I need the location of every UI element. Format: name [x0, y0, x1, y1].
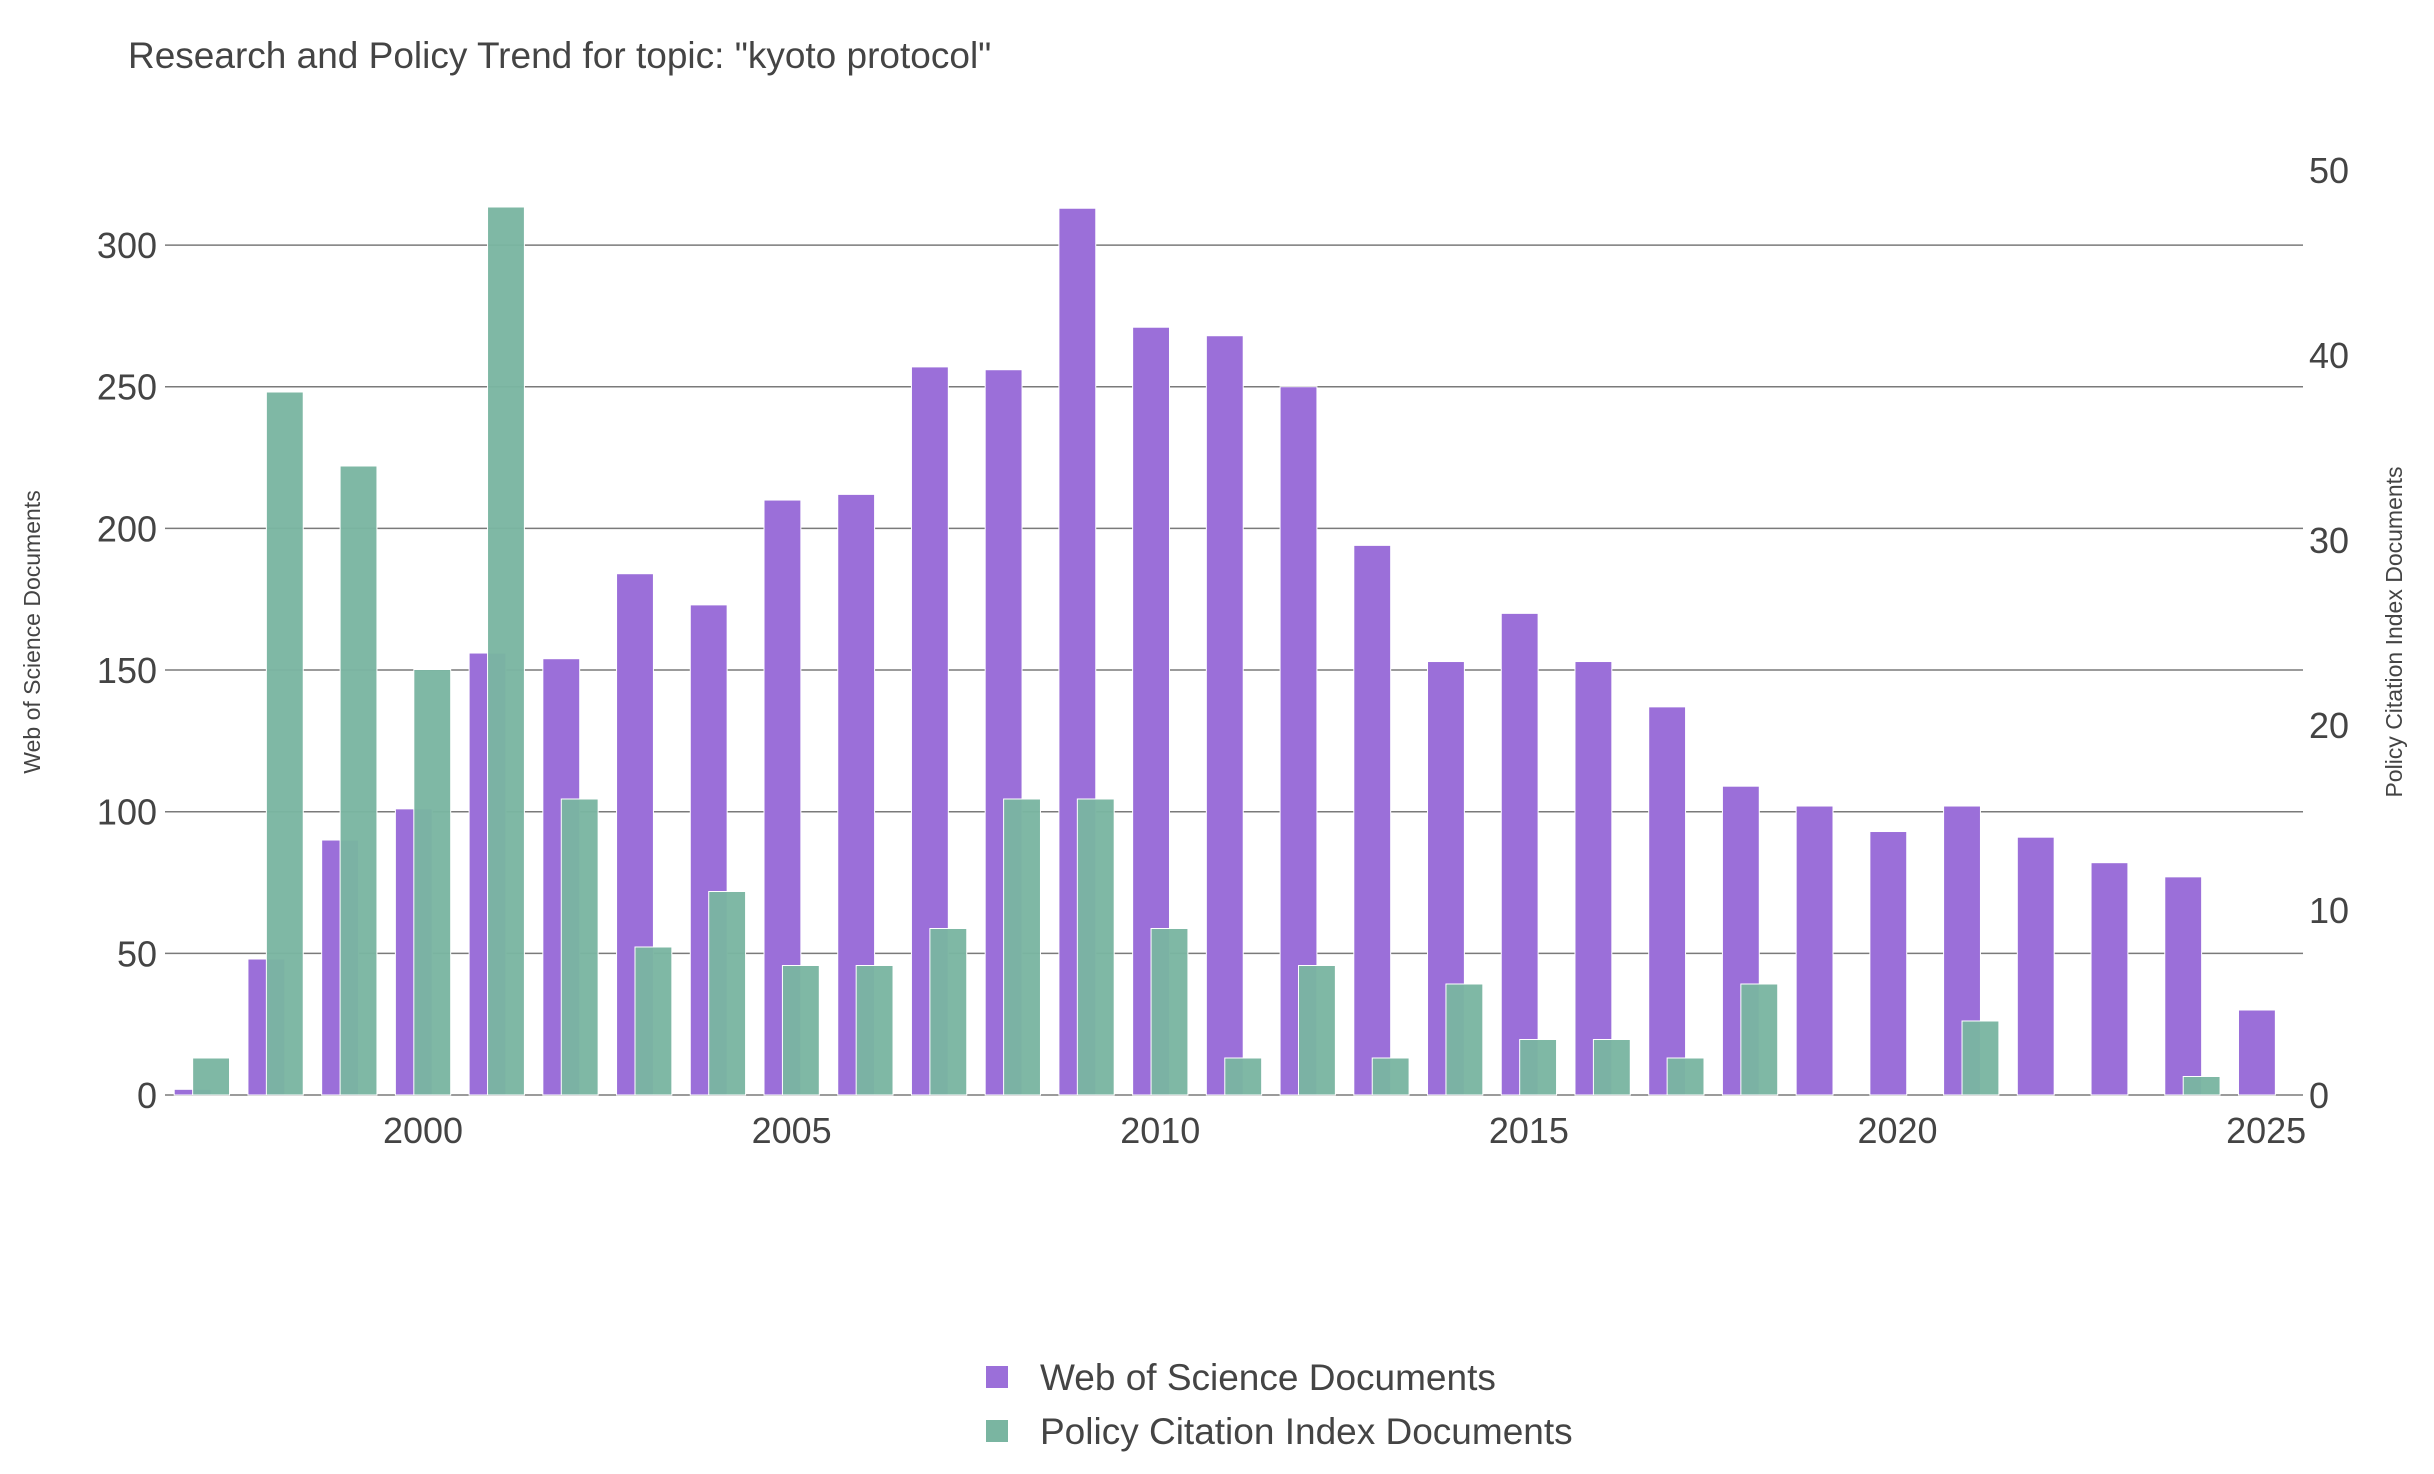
- bar-policy-citation-2007: [929, 928, 968, 1096]
- right-y-tick-label: 10: [2309, 890, 2349, 931]
- right-y-tick-label: 30: [2309, 520, 2349, 561]
- bar-policy-citation-2002: [560, 798, 599, 1096]
- left-y-tick-label: 300: [97, 225, 157, 266]
- x-tick-label: 2020: [1857, 1110, 1937, 1151]
- bar-policy-citation-2014: [1445, 983, 1484, 1096]
- x-axis-ticks: 2000 2005 2010 2015 2020 2025: [383, 1110, 2306, 1151]
- bar-web-of-science-2015: [1500, 612, 1539, 1096]
- bar-policy-citation-2003: [634, 946, 673, 1096]
- bar-policy-citation-2021: [1961, 1020, 2000, 1096]
- x-tick-label: 2015: [1489, 1110, 1569, 1151]
- bar-policy-citation-2010: [1150, 928, 1189, 1096]
- bar-policy-citation-1999: [339, 465, 378, 1096]
- bar-web-of-science-2016: [1574, 661, 1613, 1096]
- bar-policy-citation-1997: [192, 1057, 231, 1096]
- right-y-axis-ticks: 0 10 20 30 40 50: [2309, 150, 2349, 1116]
- bar-web-of-science-2024: [2164, 876, 2203, 1096]
- chart-title: Research and Policy Trend for topic: "ky…: [128, 35, 991, 76]
- bar-web-of-science-2011: [1205, 335, 1244, 1096]
- left-y-tick-label: 200: [97, 508, 157, 549]
- bar-web-of-science-2013: [1353, 544, 1392, 1096]
- bar-web-of-science-2022: [2016, 836, 2055, 1096]
- left-y-tick-label: 50: [117, 933, 157, 974]
- bar-web-of-science-2019: [1795, 805, 1834, 1096]
- right-y-axis-title: Policy Citation Index Documents: [2381, 466, 2407, 797]
- bar-policy-citation-2016: [1592, 1039, 1631, 1096]
- legend-swatch: [986, 1420, 1008, 1442]
- legend-label: Policy Citation Index Documents: [1040, 1411, 1573, 1452]
- bar-policy-citation-2004: [708, 891, 747, 1096]
- bar-policy-citation-1998: [265, 391, 304, 1096]
- legend-swatch: [986, 1366, 1008, 1388]
- bar-policy-citation-2017: [1666, 1057, 1705, 1096]
- legend[interactable]: Web of Science Documents Policy Citation …: [986, 1357, 1573, 1452]
- left-y-tick-label: 150: [97, 650, 157, 691]
- left-y-axis-ticks: 0 50 100 150 200 250 300: [97, 225, 157, 1116]
- legend-label: Web of Science Documents: [1040, 1357, 1496, 1398]
- left-y-tick-label: 250: [97, 367, 157, 408]
- bar-policy-citation-2001: [487, 206, 525, 1096]
- legend-item[interactable]: Web of Science Documents: [986, 1357, 1496, 1398]
- bar-policy-citation-2018: [1740, 983, 1779, 1096]
- bar-web-of-science-2017: [1648, 706, 1687, 1096]
- right-y-tick-label: 0: [2309, 1075, 2329, 1116]
- left-y-axis-title: Web of Science Documents: [19, 490, 45, 773]
- policy-citation-bars: [192, 206, 2221, 1096]
- right-y-tick-label: 40: [2309, 335, 2349, 376]
- x-tick-label: 2025: [2226, 1110, 2306, 1151]
- right-y-tick-label: 20: [2309, 705, 2349, 746]
- bar-policy-citation-2024: [2182, 1076, 2221, 1096]
- bar-policy-citation-2012: [1298, 965, 1336, 1096]
- bar-policy-citation-2005: [781, 965, 820, 1096]
- x-tick-label: 2005: [752, 1110, 832, 1151]
- legend-item[interactable]: Policy Citation Index Documents: [986, 1411, 1573, 1452]
- x-tick-label: 2010: [1120, 1110, 1200, 1151]
- bar-policy-citation-2015: [1519, 1039, 1558, 1096]
- left-y-tick-label: 0: [137, 1075, 157, 1116]
- bar-web-of-science-2025: [2237, 1009, 2276, 1096]
- bar-policy-citation-2008: [1003, 798, 1041, 1096]
- left-y-tick-label: 100: [97, 792, 157, 833]
- bar-policy-citation-2006: [855, 965, 894, 1096]
- bar-policy-citation-2013: [1371, 1057, 1410, 1096]
- x-tick-label: 2000: [383, 1110, 463, 1151]
- bar-policy-citation-2011: [1224, 1057, 1263, 1096]
- right-y-tick-label: 50: [2309, 150, 2349, 191]
- bar-web-of-science-2020: [1869, 831, 1908, 1096]
- bar-policy-citation-2009: [1076, 798, 1115, 1096]
- bar-policy-citation-2000: [413, 669, 452, 1096]
- bar-web-of-science-2023: [2090, 862, 2129, 1096]
